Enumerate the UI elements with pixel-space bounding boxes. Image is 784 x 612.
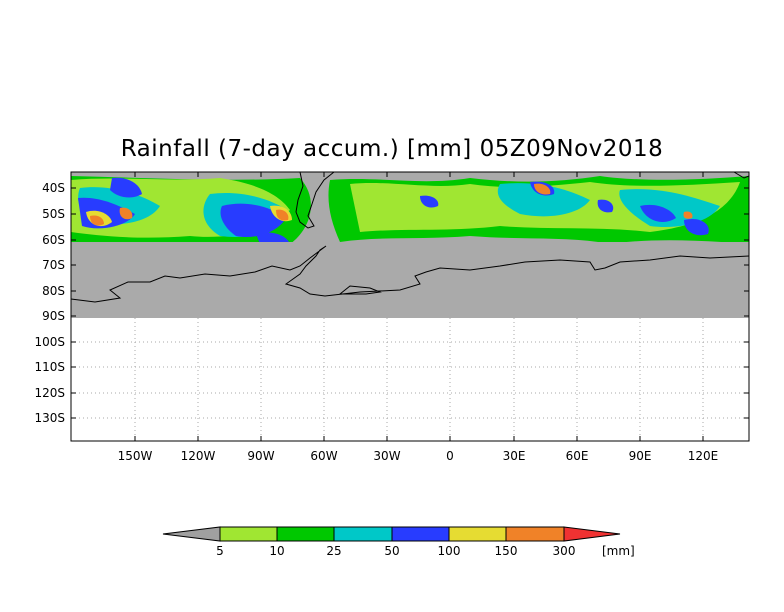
- lon-label-60e: 60E: [566, 449, 589, 463]
- antarctic-ice-shelf: [338, 285, 382, 295]
- lon-label-150w: 150W: [118, 449, 153, 463]
- legend-label-150: 150: [495, 544, 518, 558]
- legend-label-50: 50: [384, 544, 399, 558]
- lat-label-130s: 130S: [34, 411, 65, 425]
- legend-swatch-100-150: [448, 526, 507, 542]
- legend-arrow-high: [563, 526, 621, 542]
- lat-label-110s: 110S: [34, 360, 65, 374]
- map-frame: [70, 171, 750, 442]
- legend-label-25: 25: [326, 544, 341, 558]
- east-mask-transition: [540, 240, 749, 256]
- lat-label-60s: 60S: [42, 233, 65, 247]
- legend-swatch-25-50: [333, 526, 393, 542]
- legend-swatch-5-10: [219, 526, 278, 542]
- south-america-coast: [295, 171, 335, 229]
- grid-lines: [71, 318, 749, 441]
- lat-label-80s: 80S: [42, 284, 65, 298]
- legend-label-5: 5: [216, 544, 224, 558]
- map-title: Rainfall (7-day accum.) [mm] 05Z09Nov201…: [120, 136, 664, 162]
- lon-label-120w: 120W: [181, 449, 216, 463]
- lat-label-100s: 100S: [34, 335, 65, 349]
- rainfall-band: [71, 172, 749, 242]
- legend-unit: [mm]: [602, 544, 635, 558]
- legend-label-100: 100: [438, 544, 461, 558]
- latitude-axis: [71, 187, 749, 419]
- lon-label-90e: 90E: [629, 449, 652, 463]
- antarctica-coast: [70, 245, 750, 303]
- lon-label-30w: 30W: [373, 449, 400, 463]
- coastlines: [70, 171, 750, 303]
- lon-label-120e: 120E: [688, 449, 719, 463]
- lat-label-50s: 50S: [42, 207, 65, 221]
- legend-label-10: 10: [269, 544, 284, 558]
- legend-label-300: 300: [553, 544, 576, 558]
- lon-label-60w: 60W: [310, 449, 337, 463]
- legend-swatch-150-300: [505, 526, 565, 542]
- lat-label-70s: 70S: [42, 258, 65, 272]
- lon-label-90w: 90W: [247, 449, 274, 463]
- lon-label-0: 0: [446, 449, 454, 463]
- longitude-axis: [134, 172, 704, 441]
- lon-label-30e: 30E: [503, 449, 526, 463]
- color-legend: 5 10 25 50 100 150 300 [mm]: [162, 526, 635, 558]
- legend-swatch-50-100: [391, 526, 450, 542]
- lat-label-90s: 90S: [42, 309, 65, 323]
- new-zealand-coast: [733, 171, 750, 179]
- lat-label-120s: 120S: [34, 386, 65, 400]
- legend-swatch-10-25: [276, 526, 335, 542]
- lat-label-40s: 40S: [42, 181, 65, 195]
- legend-arrow-low: [162, 526, 221, 542]
